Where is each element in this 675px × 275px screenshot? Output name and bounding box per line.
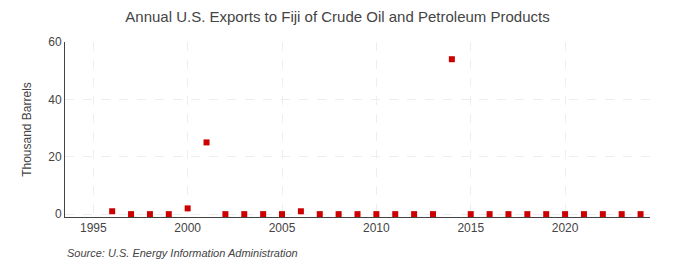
svg-text:60: 60 xyxy=(48,35,62,49)
svg-text:Source: U.S. Energy Informatio: Source: U.S. Energy Information Administ… xyxy=(67,247,298,259)
svg-text:0: 0 xyxy=(55,207,62,221)
svg-text:20: 20 xyxy=(48,150,62,164)
svg-text:Thousand Barrels: Thousand Barrels xyxy=(20,82,34,177)
svg-text:2020: 2020 xyxy=(552,221,579,235)
svg-text:2005: 2005 xyxy=(269,221,296,235)
svg-text:2000: 2000 xyxy=(174,221,201,235)
svg-text:Annual U.S. Exports to Fiji of: Annual U.S. Exports to Fiji of Crude Oil… xyxy=(125,8,549,25)
svg-text:2015: 2015 xyxy=(457,221,484,235)
svg-text:2010: 2010 xyxy=(363,221,390,235)
svg-text:1995: 1995 xyxy=(80,221,107,235)
svg-text:40: 40 xyxy=(48,93,62,107)
